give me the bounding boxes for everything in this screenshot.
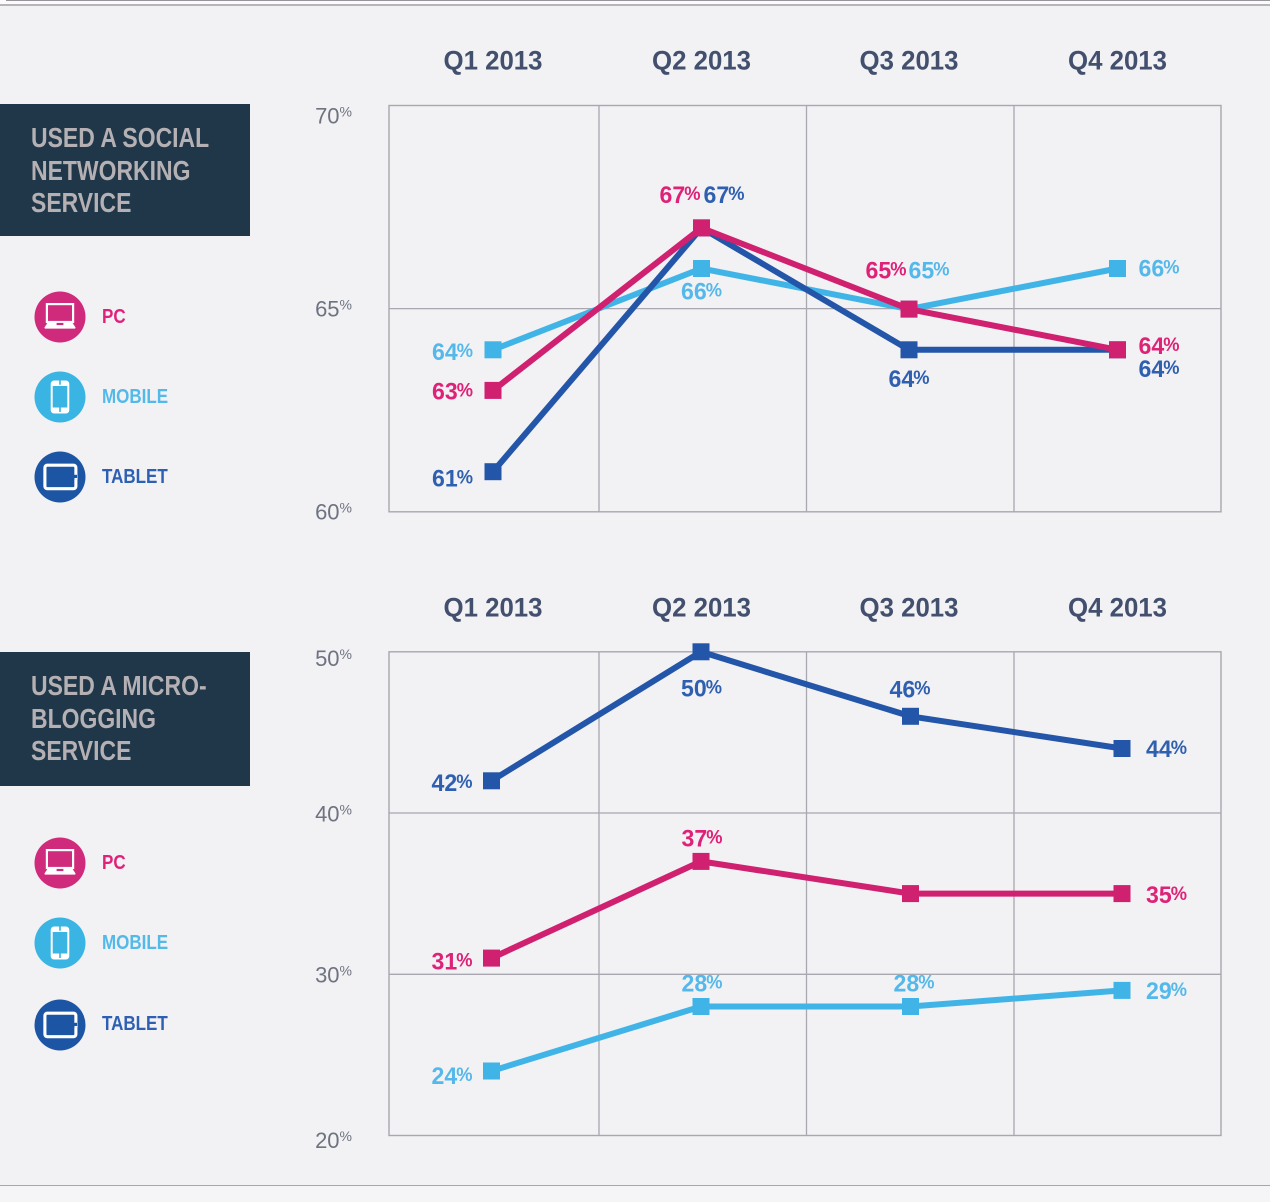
svg-text:Q4 2013: Q4 2013 — [1068, 593, 1167, 623]
svg-text:28%: 28% — [894, 970, 935, 997]
svg-text:Q1 2013: Q1 2013 — [444, 593, 543, 623]
svg-text:20%: 20% — [315, 1128, 352, 1153]
svg-text:Q3 2013: Q3 2013 — [860, 593, 959, 623]
svg-text:70%: 70% — [315, 104, 352, 129]
svg-text:66%: 66% — [681, 279, 722, 306]
svg-text:37%: 37% — [682, 826, 723, 853]
svg-text:64%: 64% — [1139, 333, 1180, 360]
svg-text:46%: 46% — [890, 676, 931, 703]
svg-text:67%: 67% — [704, 182, 745, 209]
svg-text:29%: 29% — [1146, 978, 1187, 1005]
svg-text:35%: 35% — [1146, 882, 1187, 909]
svg-text:Q2 2013: Q2 2013 — [652, 46, 751, 76]
svg-text:50%: 50% — [315, 646, 352, 671]
svg-text:30%: 30% — [315, 963, 352, 988]
svg-text:28%: 28% — [682, 970, 723, 997]
svg-text:63%: 63% — [432, 379, 473, 406]
svg-text:50%: 50% — [681, 675, 722, 702]
svg-text:42%: 42% — [432, 770, 473, 797]
svg-text:Q1 2013: Q1 2013 — [444, 46, 543, 76]
svg-text:Q2 2013: Q2 2013 — [652, 593, 751, 623]
svg-text:40%: 40% — [315, 802, 352, 827]
svg-text:66%: 66% — [1139, 256, 1180, 283]
svg-text:Q3 2013: Q3 2013 — [860, 46, 959, 76]
svg-text:44%: 44% — [1146, 736, 1187, 763]
svg-text:64%: 64% — [432, 339, 473, 366]
svg-text:31%: 31% — [432, 949, 473, 976]
svg-text:65%: 65% — [909, 258, 950, 285]
svg-text:64%: 64% — [1139, 356, 1180, 383]
svg-text:65%: 65% — [315, 297, 352, 322]
svg-text:65%: 65% — [866, 258, 907, 285]
svg-text:60%: 60% — [315, 500, 352, 525]
svg-text:24%: 24% — [432, 1063, 473, 1090]
svg-text:Q4 2013: Q4 2013 — [1068, 46, 1167, 76]
svg-text:64%: 64% — [889, 366, 930, 393]
svg-text:67%: 67% — [660, 182, 701, 209]
svg-text:61%: 61% — [432, 466, 473, 493]
